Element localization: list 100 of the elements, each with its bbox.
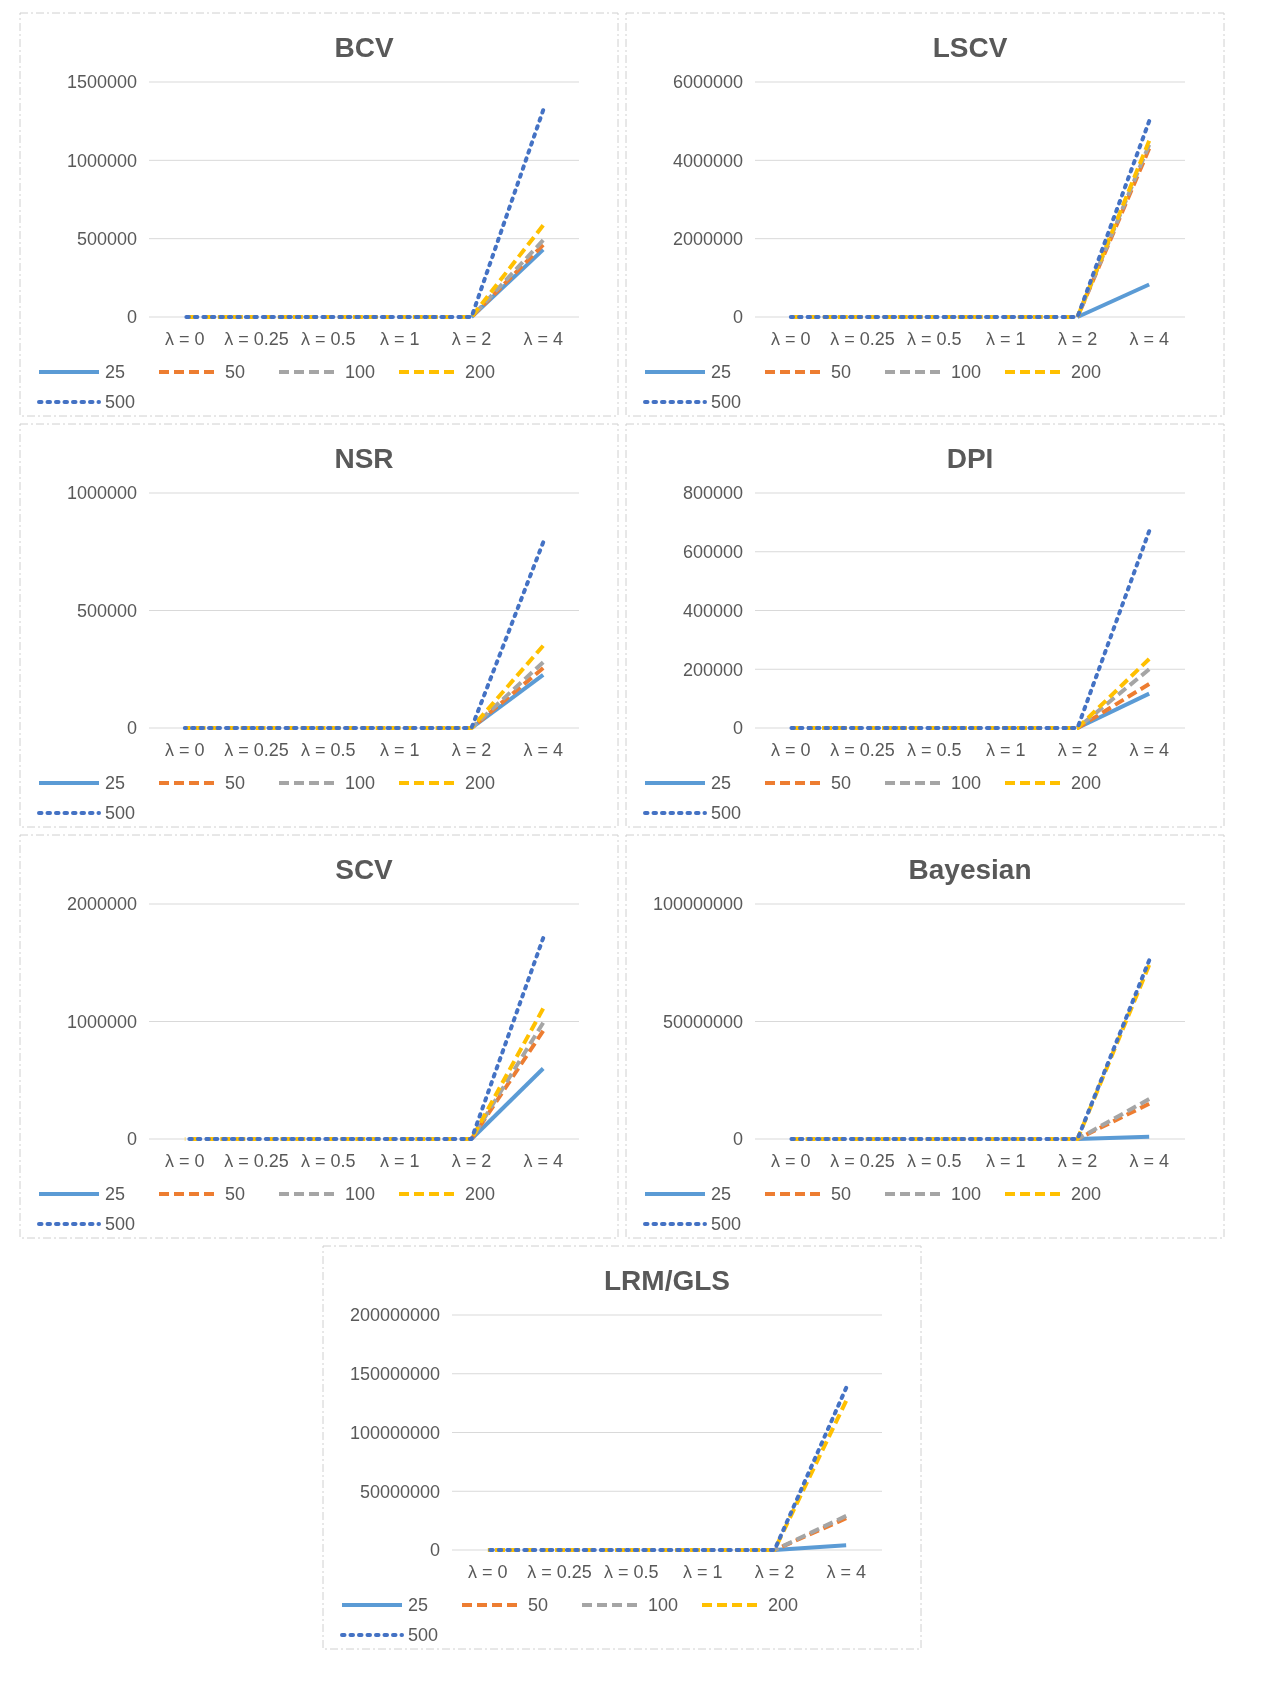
legend-label: 50: [831, 1184, 852, 1205]
legend-label: 500: [711, 1214, 742, 1235]
chart-title: LSCV: [932, 32, 1008, 63]
legend-label: 100: [345, 1184, 376, 1205]
legend-label: 100: [951, 362, 982, 383]
y-tick-label: 0: [429, 1540, 440, 1561]
y-tick-label: 100000000: [349, 1422, 440, 1443]
x-tick-label: λ = 0.25: [224, 329, 289, 349]
x-tick-label: λ = 0.25: [224, 1151, 289, 1171]
legend-label: 25: [105, 773, 126, 794]
x-tick-label: λ = 0.5: [906, 740, 962, 760]
x-tick-label: λ = 2: [451, 740, 492, 760]
legend-label: 50: [225, 773, 246, 794]
chart-title: DPI: [946, 443, 994, 474]
x-tick-label: λ = 0: [165, 329, 205, 349]
legend-label: 25: [711, 773, 732, 794]
y-tick-label: 50000000: [359, 1481, 440, 1502]
x-tick-label: λ = 2: [451, 1151, 492, 1171]
x-tick-label: λ = 4: [523, 329, 563, 349]
y-tick-label: 600000: [682, 542, 743, 563]
x-tick-label: λ = 0.25: [830, 329, 895, 349]
y-tick-label: 1000000: [66, 1011, 137, 1032]
legend-label: 25: [105, 1184, 126, 1205]
legend-label: 100: [951, 773, 982, 794]
x-tick-label: λ = 2: [1057, 740, 1098, 760]
y-tick-label: 2000000: [66, 894, 137, 915]
x-tick-label: λ = 0.5: [906, 1151, 962, 1171]
legend-label: 200: [465, 1184, 496, 1205]
legend-label: 500: [711, 392, 742, 413]
legend-label: 500: [711, 803, 742, 824]
x-tick-label: λ = 2: [1057, 1151, 1098, 1171]
chart-title: NSR: [334, 443, 394, 474]
legend-label: 500: [105, 1214, 136, 1235]
x-tick-label: λ = 4: [1129, 329, 1169, 349]
legend-label: 500: [105, 803, 136, 824]
x-tick-label: λ = 1: [986, 740, 1026, 760]
legend-label: 200: [465, 362, 496, 383]
x-tick-label: λ = 0.25: [527, 1562, 592, 1582]
legend-label: 200: [768, 1595, 799, 1616]
y-tick-label: 200000: [682, 659, 743, 680]
x-tick-label: λ = 2: [754, 1562, 795, 1582]
legend-label: 100: [345, 773, 376, 794]
x-tick-label: λ = 1: [986, 329, 1026, 349]
y-tick-label: 6000000: [672, 72, 743, 93]
legend-label: 500: [408, 1625, 439, 1646]
legend-label: 25: [711, 1184, 732, 1205]
x-tick-label: λ = 2: [1057, 329, 1098, 349]
x-tick-label: λ = 0: [468, 1562, 508, 1582]
chart-title: SCV: [335, 854, 394, 885]
y-tick-label: 500000: [76, 600, 137, 621]
x-tick-label: λ = 4: [1129, 1151, 1169, 1171]
x-tick-label: λ = 1: [380, 329, 420, 349]
x-tick-label: λ = 4: [826, 1562, 866, 1582]
chart-title: LRM/GLS: [604, 1265, 730, 1296]
x-tick-label: λ = 4: [523, 740, 563, 760]
x-tick-label: λ = 0.25: [224, 740, 289, 760]
chart-title: BCV: [334, 32, 394, 63]
legend-label: 200: [1071, 362, 1102, 383]
legend-label: 200: [1071, 773, 1102, 794]
legend-label: 25: [711, 362, 732, 383]
x-tick-label: λ = 1: [380, 1151, 420, 1171]
y-tick-label: 400000: [682, 600, 743, 621]
x-tick-label: λ = 2: [451, 329, 492, 349]
legend-label: 50: [831, 773, 852, 794]
legend-label: 50: [225, 1184, 246, 1205]
legend-label: 25: [105, 362, 126, 383]
x-tick-label: λ = 0.5: [300, 1151, 356, 1171]
legend-label: 25: [408, 1595, 429, 1616]
y-tick-label: 0: [732, 1129, 743, 1150]
x-tick-label: λ = 4: [1129, 740, 1169, 760]
legend-label: 50: [528, 1595, 549, 1616]
y-tick-label: 0: [126, 307, 137, 328]
y-tick-label: 500000: [76, 228, 137, 249]
y-tick-label: 2000000: [672, 228, 743, 249]
y-tick-label: 1500000: [66, 72, 137, 93]
x-tick-label: λ = 0: [771, 1151, 811, 1171]
y-tick-label: 0: [126, 1129, 137, 1150]
x-tick-label: λ = 0.25: [830, 1151, 895, 1171]
y-tick-label: 0: [732, 307, 743, 328]
chart-title: Bayesian: [908, 854, 1032, 885]
legend-label: 50: [831, 362, 852, 383]
y-tick-label: 0: [732, 718, 743, 739]
x-tick-label: λ = 0: [771, 329, 811, 349]
y-tick-label: 200000000: [349, 1305, 440, 1326]
x-tick-label: λ = 0.5: [603, 1562, 659, 1582]
y-tick-label: 50000000: [662, 1011, 743, 1032]
x-tick-label: λ = 0: [771, 740, 811, 760]
x-tick-label: λ = 0: [165, 740, 205, 760]
x-tick-label: λ = 0.5: [300, 740, 356, 760]
legend-label: 100: [648, 1595, 679, 1616]
legend-label: 500: [105, 392, 136, 413]
legend-label: 100: [345, 362, 376, 383]
legend-label: 50: [225, 362, 246, 383]
y-tick-label: 1000000: [66, 483, 137, 504]
legend-label: 200: [465, 773, 496, 794]
y-tick-label: 100000000: [652, 894, 743, 915]
x-tick-label: λ = 0.5: [300, 329, 356, 349]
x-tick-label: λ = 1: [683, 1562, 723, 1582]
x-tick-label: λ = 1: [380, 740, 420, 760]
y-tick-label: 150000000: [349, 1364, 440, 1385]
